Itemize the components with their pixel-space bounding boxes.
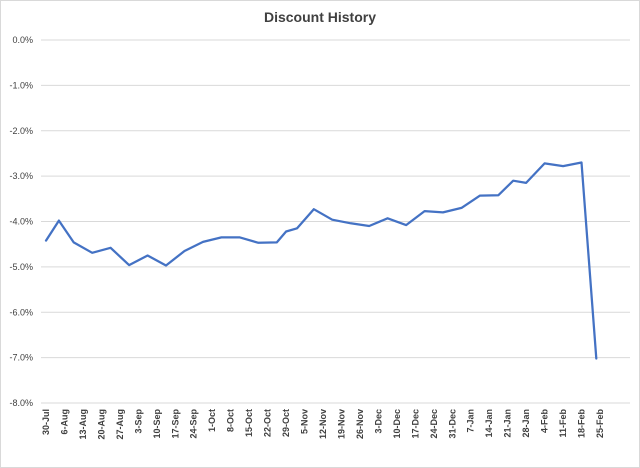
y-tick-label: -3.0% bbox=[9, 171, 33, 181]
x-tick-label: 28-Jan bbox=[521, 409, 531, 438]
chart-title: Discount History bbox=[263, 9, 376, 25]
x-tick-label: 10-Dec bbox=[392, 409, 402, 439]
x-tick-label: 7-Jan bbox=[466, 409, 476, 433]
y-tick-label: -5.0% bbox=[9, 262, 33, 272]
x-tick-label: 11-Feb bbox=[558, 409, 568, 438]
x-tick-label: 30-Jul bbox=[41, 409, 51, 435]
gridlines bbox=[41, 39, 630, 404]
y-tick-label: -8.0% bbox=[9, 398, 33, 408]
x-tick-label: 29-Oct bbox=[281, 409, 291, 437]
series-lines bbox=[44, 161, 598, 360]
x-tick-label: 24-Dec bbox=[429, 409, 439, 439]
x-tick-label: 20-Aug bbox=[96, 409, 106, 440]
x-tick-label: 3-Sep bbox=[133, 409, 143, 434]
x-tick-label: 13-Aug bbox=[78, 409, 88, 440]
x-tick-label: 22-Oct bbox=[263, 409, 273, 437]
x-tick-label: 3-Dec bbox=[373, 409, 383, 434]
y-tick-label: 0.0% bbox=[12, 35, 33, 45]
x-axis-ticks: 30-Jul 6-Aug 13-Aug 20-Aug 27-Aug 3-Sep 10-Sep… bbox=[41, 408, 605, 439]
x-tick-label: 4-Feb bbox=[540, 409, 550, 434]
x-tick-label: 26-Nov bbox=[355, 409, 365, 439]
x-tick-label: 5-Nov bbox=[300, 409, 310, 434]
y-tick-label: -1.0% bbox=[9, 80, 33, 90]
x-tick-label: 1-Oct bbox=[207, 409, 217, 432]
x-tick-label: 31-Dec bbox=[447, 409, 457, 439]
x-tick-label: 18-Feb bbox=[577, 409, 587, 439]
x-tick-label: 25-Feb bbox=[595, 409, 605, 439]
y-tick-label: -6.0% bbox=[9, 307, 33, 317]
y-tick-label: -7.0% bbox=[9, 353, 33, 363]
x-tick-label: 8-Oct bbox=[226, 409, 236, 432]
y-axis-ticks: 0.0% -1.0% -2.0% -3.0% -4.0% -5.0% -6.0% -7.0% -… bbox=[9, 35, 33, 408]
x-tick-label: 6-Aug bbox=[59, 409, 69, 435]
x-tick-label: 27-Aug bbox=[115, 409, 125, 440]
y-tick-label: -2.0% bbox=[9, 126, 33, 136]
x-tick-label: 14-Jan bbox=[484, 409, 494, 438]
x-tick-label: 17-Dec bbox=[410, 409, 420, 439]
x-tick-label: 19-Nov bbox=[336, 409, 346, 439]
series-line bbox=[44, 161, 598, 360]
x-tick-label: 12-Nov bbox=[318, 409, 328, 439]
x-tick-label: 24-Sep bbox=[189, 408, 199, 438]
x-tick-label: 10-Sep bbox=[152, 408, 162, 438]
x-tick-label: 17-Sep bbox=[170, 408, 180, 438]
x-tick-label: 21-Jan bbox=[503, 409, 513, 438]
y-tick-label: -4.0% bbox=[9, 217, 33, 227]
x-tick-label: 15-Oct bbox=[244, 409, 254, 437]
